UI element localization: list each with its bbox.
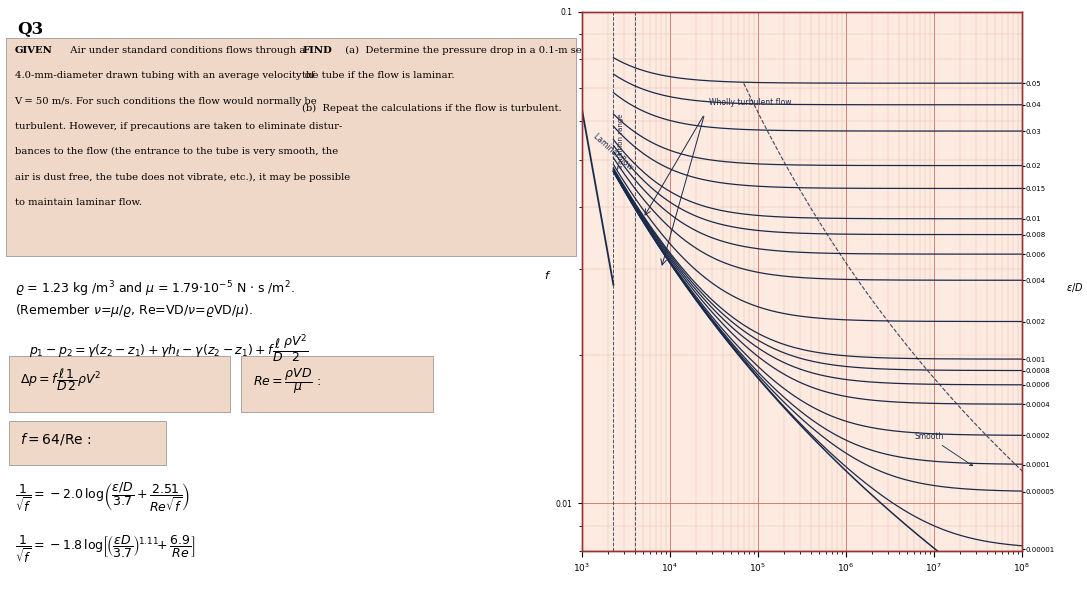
Text: $\dfrac{1}{\sqrt{f}} = -1.8\,\log\!\left[\!\left(\dfrac{\varepsilon D}{3.7}\righ: $\dfrac{1}{\sqrt{f}} = -1.8\,\log\!\left… — [14, 533, 196, 565]
Text: (Remember $\nu$=$\mu$/$\varrho$, Re=VD/$\nu$=$\varrho$VD/$\mu$).: (Remember $\nu$=$\mu$/$\varrho$, Re=VD/$… — [14, 302, 252, 319]
Text: GIVEN: GIVEN — [14, 46, 52, 55]
FancyBboxPatch shape — [9, 421, 165, 465]
FancyBboxPatch shape — [241, 356, 434, 412]
Text: Wholly turbulent flow: Wholly turbulent flow — [709, 98, 791, 107]
Text: Transition range: Transition range — [617, 114, 624, 170]
Text: $f = 64/\mathrm{Re}$ :: $f = 64/\mathrm{Re}$ : — [21, 431, 92, 447]
Text: turbulent. However, if precautions are taken to eliminate distur-: turbulent. However, if precautions are t… — [14, 122, 342, 131]
Text: $Re = \dfrac{\rho VD}{\mu}$ :: $Re = \dfrac{\rho VD}{\mu}$ : — [253, 366, 321, 396]
Text: $\varrho$ = 1.23 kg /m$^3$ and $\mu$ = 1.79$\cdot$10$^{-5}$ N $\cdot$ s /m$^2$.: $\varrho$ = 1.23 kg /m$^3$ and $\mu$ = 1… — [14, 280, 295, 299]
Y-axis label: $\varepsilon$/$D$: $\varepsilon$/$D$ — [1066, 281, 1084, 294]
Text: Air under standard conditions flows through a: Air under standard conditions flows thro… — [64, 46, 305, 55]
Text: $\Delta p = f\dfrac{\ell\,1}{D\,2}\rho V^2$: $\Delta p = f\dfrac{\ell\,1}{D\,2}\rho V… — [21, 366, 102, 393]
Text: FIND: FIND — [302, 46, 333, 55]
Text: the tube if the flow is laminar.: the tube if the flow is laminar. — [302, 71, 454, 80]
Text: Smooth: Smooth — [914, 432, 973, 466]
FancyBboxPatch shape — [5, 38, 576, 256]
Text: V = 50 m/s. For such conditions the flow would normally be: V = 50 m/s. For such conditions the flow… — [14, 97, 317, 105]
Text: Laminar flow: Laminar flow — [591, 131, 635, 171]
Text: to maintain laminar flow.: to maintain laminar flow. — [14, 198, 141, 207]
Text: 4.0-mm-diameter drawn tubing with an average velocity of: 4.0-mm-diameter drawn tubing with an ave… — [14, 71, 314, 80]
Text: Q3: Q3 — [17, 21, 43, 38]
Text: $p_1 - p_2 = \gamma(z_2 - z_1) + \gamma h_\ell - \gamma(z_2 - z_1) + f\dfrac{\el: $p_1 - p_2 = \gamma(z_2 - z_1) + \gamma … — [29, 333, 309, 365]
Text: $\dfrac{1}{\sqrt{f}} = -2.0\,\log\!\left(\dfrac{\varepsilon/D}{3.7} + \dfrac{2.5: $\dfrac{1}{\sqrt{f}} = -2.0\,\log\!\left… — [14, 480, 190, 514]
Y-axis label: $f$: $f$ — [544, 269, 551, 281]
Text: bances to the flow (the entrance to the tube is very smooth, the: bances to the flow (the entrance to the … — [14, 147, 338, 156]
FancyBboxPatch shape — [9, 356, 229, 412]
Text: air is dust free, the tube does not vibrate, etc.), it may be possible: air is dust free, the tube does not vibr… — [14, 173, 350, 181]
Text: (b)  Repeat the calculations if the flow is turbulent.: (b) Repeat the calculations if the flow … — [302, 104, 562, 113]
Text: (a)  Determine the pressure drop in a 0.1-m section of: (a) Determine the pressure drop in a 0.1… — [339, 46, 620, 55]
